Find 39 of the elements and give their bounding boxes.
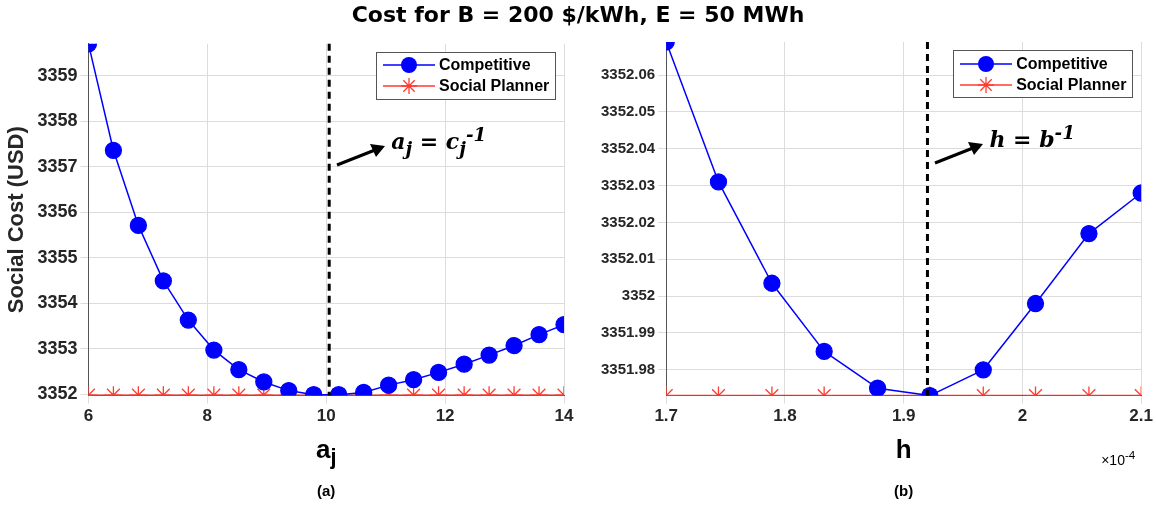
y-tick-label: 3358 (37, 110, 78, 131)
y-tick-label: 3352.04 (600, 138, 656, 156)
x-tick-label: 2 (1017, 406, 1028, 426)
x-tick-label: 1.8 (773, 406, 797, 426)
x-tick-label: 8 (202, 406, 213, 426)
x-tick-label: 10 (316, 406, 336, 426)
y-tick-label: 3359 (37, 64, 78, 85)
x-tick-label: 1.7 (654, 406, 679, 426)
text: (a) (316, 482, 337, 499)
y-tick-label: 3357 (37, 155, 78, 176)
legend-label: Social Planner (439, 77, 550, 96)
legend-label: Social Planner (1016, 75, 1127, 94)
y-tick-label: 3352.03 (600, 175, 656, 193)
y-tick-label: 3352 (621, 286, 656, 304)
x-tick-label: 14 (554, 406, 574, 426)
y-tick-label: 3354 (37, 292, 78, 313)
y-tick-label: 3351.98 (600, 359, 656, 377)
text: (b) (893, 482, 915, 499)
x-tick-label: 6 (83, 406, 94, 426)
y-tick-label: 3356 (37, 201, 78, 222)
y-tick-label: 3353 (37, 337, 78, 358)
y-tick-label: 3352.06 (600, 65, 656, 83)
y-tick-label: 3352.05 (600, 102, 656, 120)
y-tick-label: 3355 (37, 246, 78, 267)
ref-line-label: h = b$^{-1}$ (989, 122, 1075, 153)
chart-title: Cost for B = 200 $/kWh, E = 50 MWh (350, 2, 806, 27)
x-tick-label: 12 (435, 406, 455, 426)
legend-label: Competitive (439, 56, 531, 75)
legend-label: Competitive (1016, 54, 1108, 73)
text: ×10$^{-4}$ (1101, 448, 1136, 468)
y-tick-label: 3352 (37, 383, 78, 404)
x-tick-label: 2.1 (1129, 406, 1153, 426)
y-tick-label: 3351.99 (600, 323, 656, 341)
y-tick-label: 3352.02 (600, 212, 656, 230)
y-tick-label: 3352.01 (600, 249, 656, 267)
x-tick-label: 1.9 (891, 406, 916, 426)
y-axis-title: Social Cost (USD) (3, 126, 29, 314)
x-axis-title: h (895, 434, 912, 464)
x-axis-title: a$_{j}$ (314, 434, 338, 471)
